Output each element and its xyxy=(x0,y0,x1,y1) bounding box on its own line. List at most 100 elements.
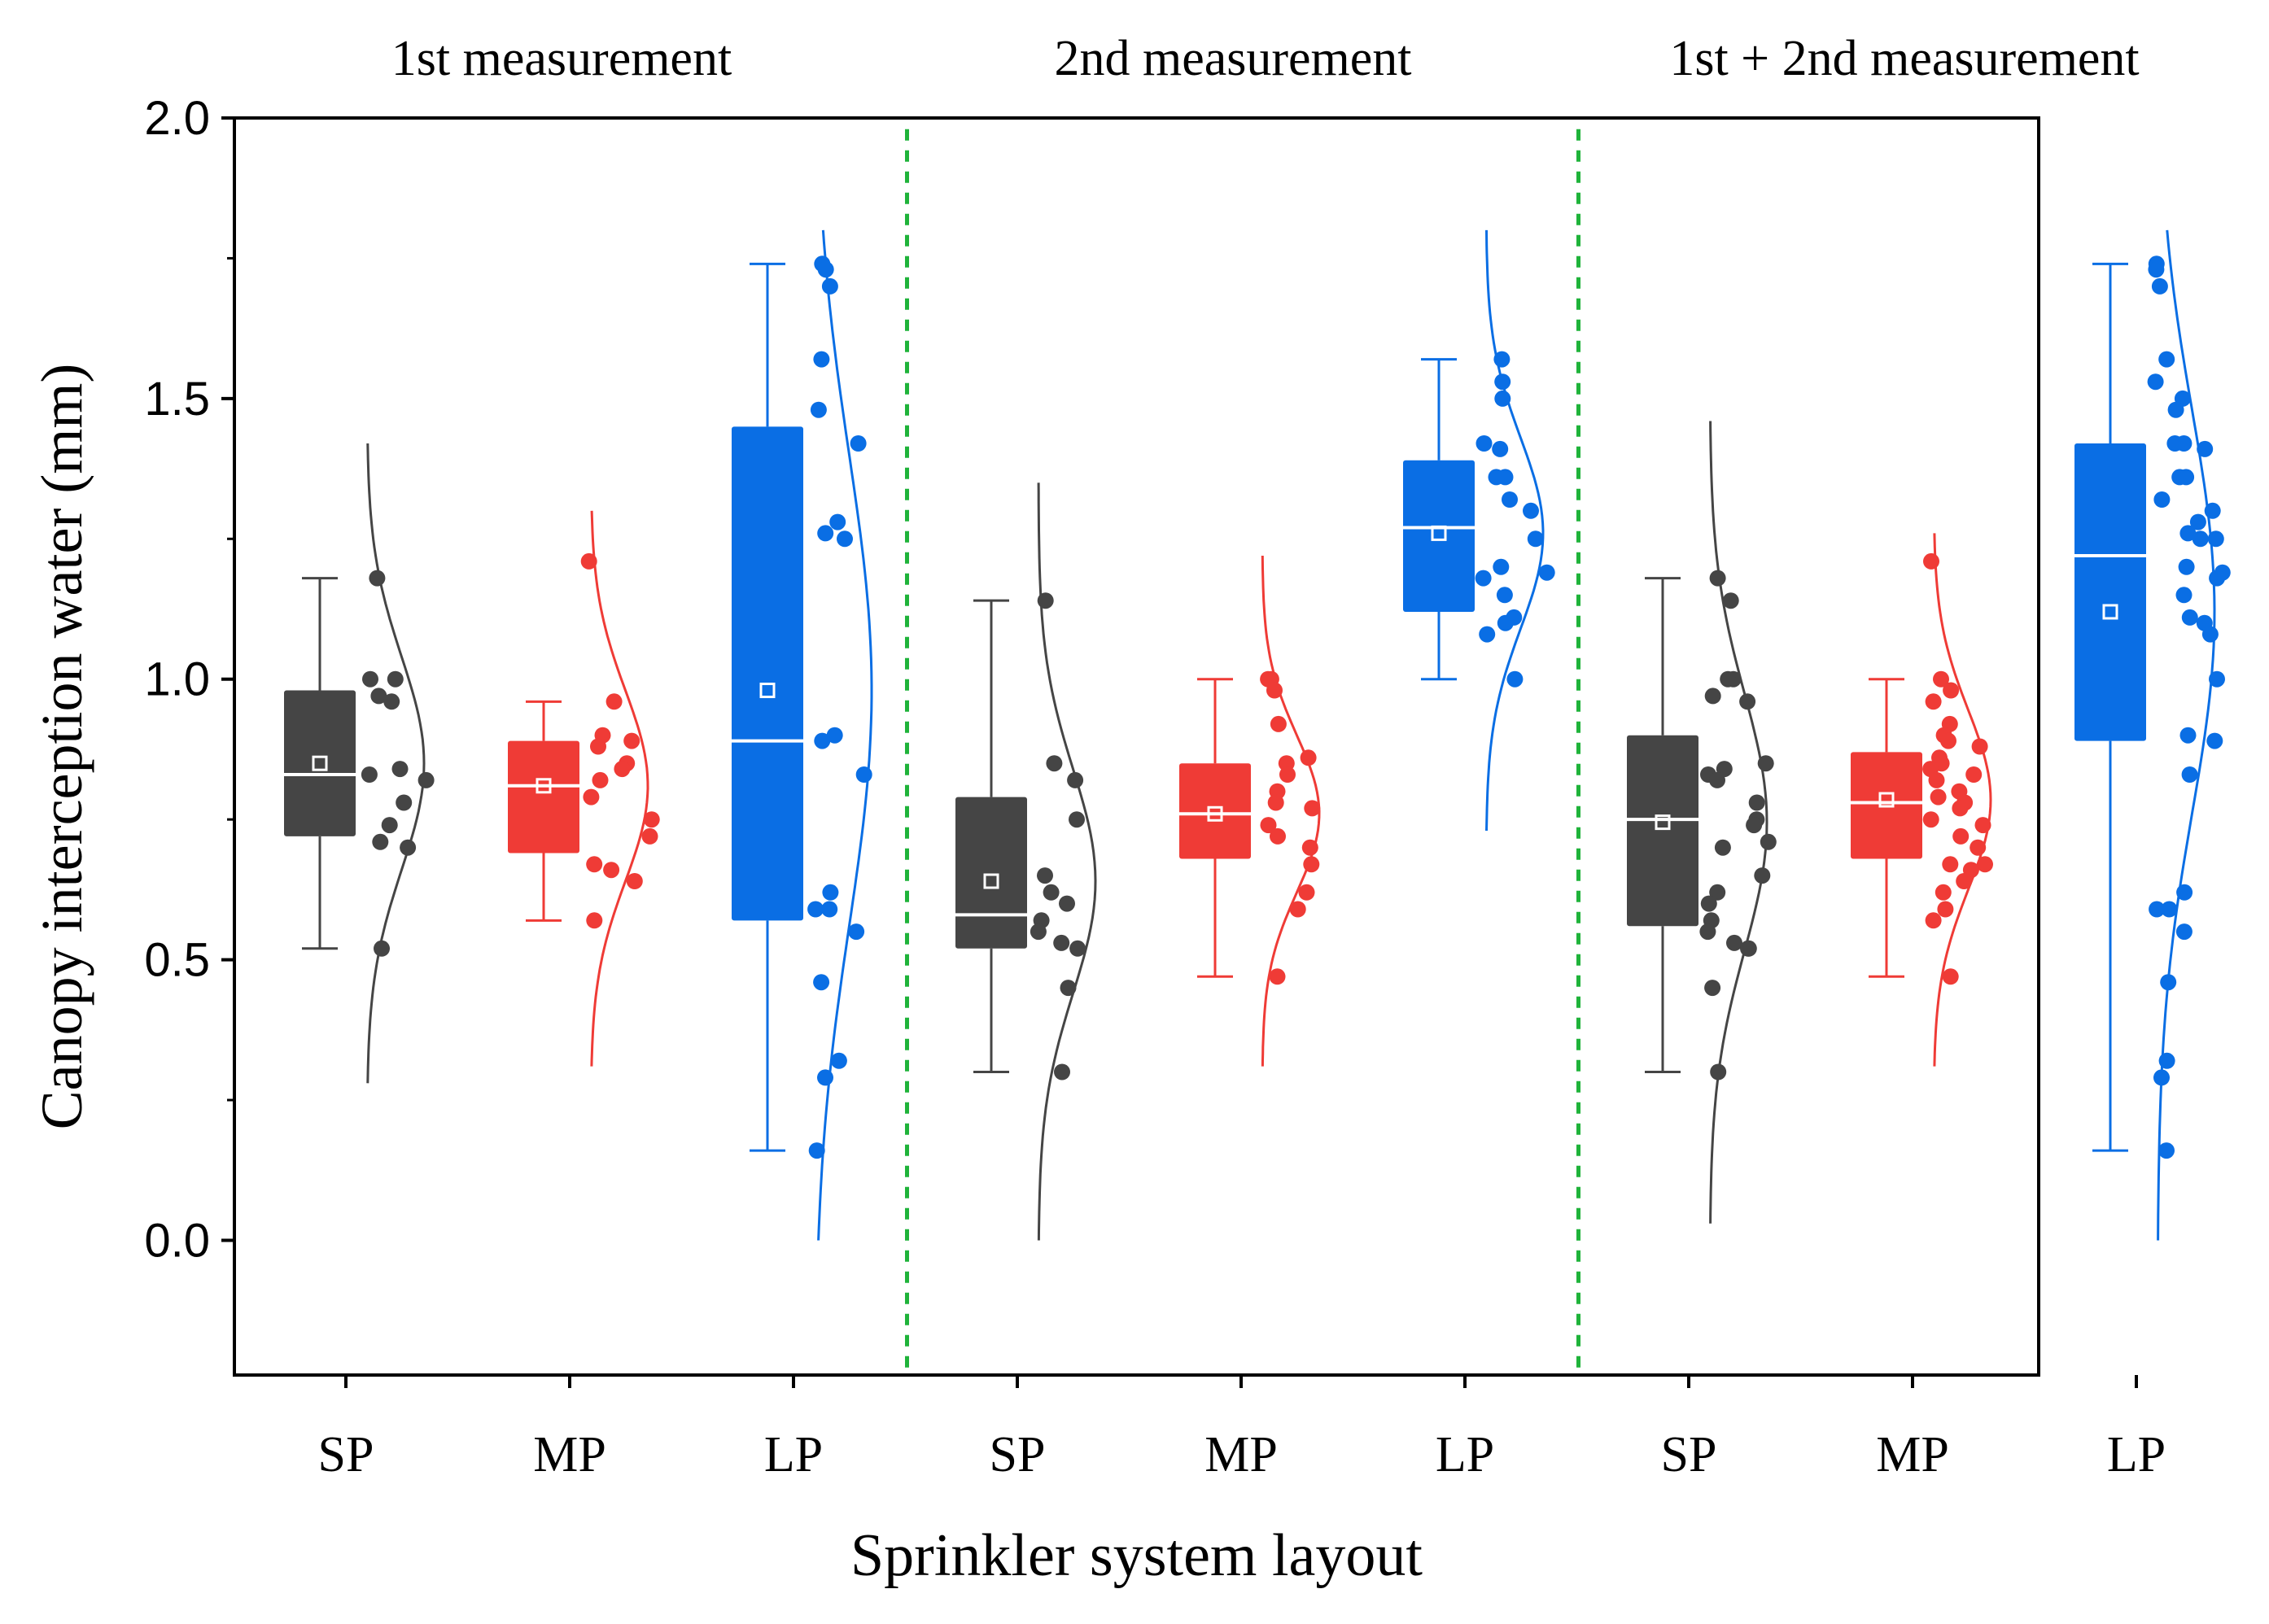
data-point xyxy=(1046,755,1063,772)
box xyxy=(508,740,579,853)
data-point xyxy=(362,670,378,688)
data-point xyxy=(2181,609,2198,626)
x-axis-ticks: SP MP LP SP MP LP SP MP LP xyxy=(318,1375,2166,1482)
mean-marker xyxy=(2102,604,2118,620)
data-point xyxy=(850,435,867,452)
data-point xyxy=(1714,839,1731,856)
data-point xyxy=(1942,856,1959,873)
data-point xyxy=(1925,912,1942,929)
data-point xyxy=(381,817,398,834)
data-point xyxy=(1260,817,1277,834)
data-point xyxy=(2209,670,2225,688)
mean-marker xyxy=(1431,525,1447,541)
data-point xyxy=(1754,867,1771,884)
data-point xyxy=(614,761,631,778)
data-point xyxy=(418,771,435,788)
data-point xyxy=(821,901,838,918)
x-tick-label: MP xyxy=(533,1427,606,1482)
data-point xyxy=(1943,682,1960,699)
data-point xyxy=(1699,923,1716,941)
data-point xyxy=(1493,558,1510,575)
data-point xyxy=(2206,732,2223,749)
data-point xyxy=(1493,351,1510,368)
data-point xyxy=(1502,491,1518,508)
data-point xyxy=(586,912,603,929)
mean-marker xyxy=(1207,805,1223,822)
data-point xyxy=(1965,766,1983,783)
data-point xyxy=(400,839,417,856)
y-tick-label: 0.5 xyxy=(144,934,210,987)
data-point xyxy=(2189,513,2206,530)
data-point xyxy=(1940,732,1956,749)
data-point xyxy=(1746,817,1763,834)
data-point xyxy=(822,884,839,901)
data-point xyxy=(1069,940,1086,957)
y-axis-label: Canopy interception water (mm) xyxy=(29,364,94,1130)
group-titles: 1st measurement 2nd measurement 1st + 2nd … xyxy=(391,31,2140,86)
data-point xyxy=(813,974,830,991)
data-point xyxy=(641,827,658,845)
mean-marker xyxy=(536,778,552,794)
data-point xyxy=(2148,261,2165,278)
group-title: 2nd measurement xyxy=(1054,31,1411,86)
data-point xyxy=(855,766,872,783)
data-point xyxy=(1710,1063,1727,1080)
data-point xyxy=(817,1069,833,1086)
data-point xyxy=(829,513,846,530)
data-point xyxy=(623,732,640,749)
data-point xyxy=(2151,277,2168,295)
data-point xyxy=(583,788,600,805)
data-point xyxy=(1488,469,1505,486)
x-tick-label: SP xyxy=(1661,1427,1717,1482)
data-point xyxy=(1298,884,1315,901)
data-point xyxy=(1760,833,1777,850)
mean-marker xyxy=(983,873,999,889)
x-tick-label: LP xyxy=(1436,1427,1494,1482)
data-point xyxy=(2160,974,2177,991)
data-point xyxy=(2171,469,2188,486)
axes xyxy=(233,116,2040,1377)
box xyxy=(1179,763,1251,859)
data-point xyxy=(1922,811,1939,828)
data-point xyxy=(1506,670,1524,688)
boxes xyxy=(284,262,2146,1152)
data-point xyxy=(808,1142,825,1159)
data-point xyxy=(826,727,843,744)
data-point xyxy=(821,277,838,295)
data-point xyxy=(1704,980,1721,997)
data-point xyxy=(1977,856,1993,873)
data-point xyxy=(374,940,390,957)
data-point xyxy=(369,570,386,587)
data-point xyxy=(603,862,620,879)
data-point xyxy=(1709,884,1726,901)
data-point xyxy=(586,856,603,873)
data-point xyxy=(807,901,824,918)
group-separators xyxy=(905,129,1580,1369)
box xyxy=(955,797,1027,949)
data-point xyxy=(1303,856,1320,873)
data-point xyxy=(1304,800,1321,817)
data-point xyxy=(1059,895,1075,912)
data-point xyxy=(1266,682,1283,699)
y-tick-label: 1.0 xyxy=(144,653,210,706)
data-point xyxy=(1037,592,1054,609)
data-point xyxy=(1709,570,1726,587)
data-point xyxy=(396,794,413,811)
data-point xyxy=(2175,923,2192,941)
data-point xyxy=(1479,626,1496,643)
mean-marker xyxy=(1878,792,1895,808)
data-point xyxy=(830,1052,847,1069)
data-point xyxy=(1739,693,1756,710)
data-point xyxy=(590,738,606,755)
box xyxy=(2074,443,2146,741)
x-tick-label: SP xyxy=(318,1427,374,1482)
data-point xyxy=(1270,827,1286,845)
data-point xyxy=(2179,727,2197,744)
data-point xyxy=(1722,592,1739,609)
data-point xyxy=(1476,435,1493,452)
data-point xyxy=(1496,587,1513,604)
data-point xyxy=(1757,755,1774,772)
distribution-curve xyxy=(1037,482,1097,1241)
data-point xyxy=(387,670,404,688)
